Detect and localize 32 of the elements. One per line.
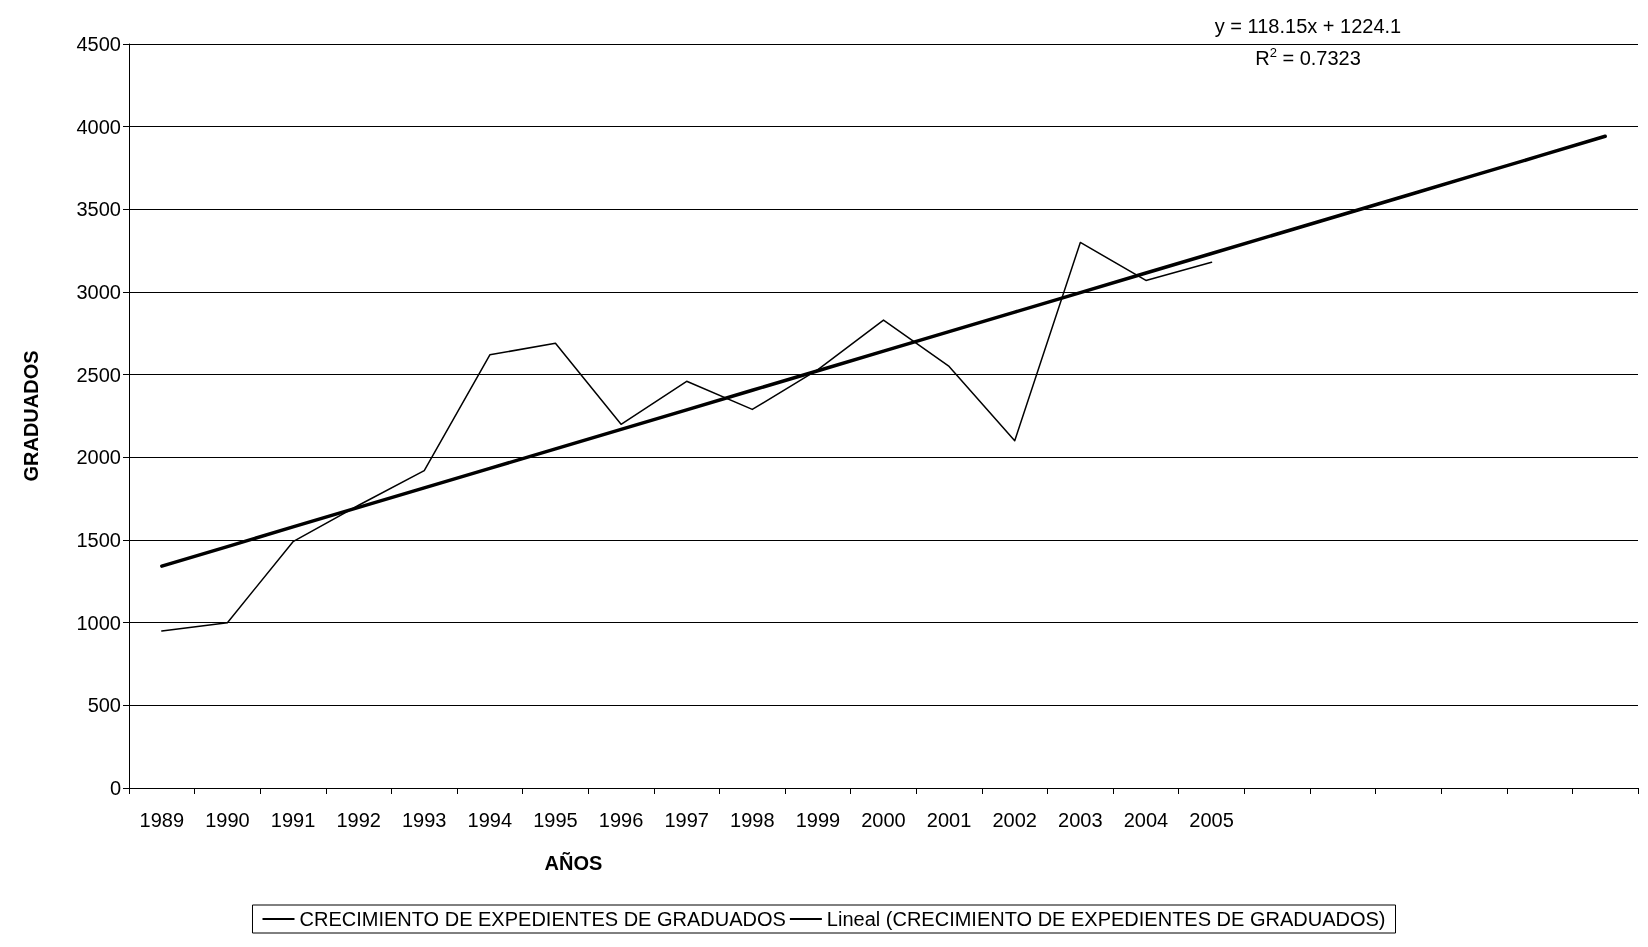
x-tick-label: 1991 [270, 809, 316, 831]
x-tick-label: 1989 [139, 809, 185, 831]
text: y = 118.15x + 1224.1 [1214, 15, 1402, 37]
y-axis-title: GRADUADOS [20, 350, 42, 482]
x-tick-label: 2004 [1123, 809, 1169, 831]
x-tick-label: 1999 [795, 809, 841, 831]
y-tick-label: 1500 [76, 529, 121, 551]
y-tick-label: 2000 [76, 446, 121, 469]
x-tick-label: 2005 [1189, 809, 1234, 831]
x-tick-label: 1990 [205, 809, 250, 831]
y-tick-label: 2500 [76, 363, 121, 386]
x-tick-label: 1997 [664, 809, 709, 831]
y-tick-label: 0 [109, 777, 121, 799]
x-tick-label: 2002 [992, 809, 1037, 831]
y-tick-label: 4500 [76, 33, 121, 55]
y-tick-label: 3500 [76, 198, 121, 221]
y-tick-label: 3000 [76, 281, 121, 303]
x-tick-label: 1994 [467, 809, 513, 831]
x-tick-label: 2000 [861, 809, 906, 831]
x-axis-title: AÑOS [544, 852, 603, 874]
x-tick-label: 1998 [730, 809, 775, 831]
y-tick-label: 500 [87, 694, 121, 717]
y-tick-label: 4000 [76, 115, 121, 138]
legend-label: CRECIMIENTO DE EXPEDIENTES DE GRADUADOS [299, 908, 786, 930]
x-tick-label: 2003 [1058, 809, 1103, 831]
x-tick-label: 1996 [598, 809, 644, 831]
y-tick-label: 1000 [76, 611, 121, 634]
x-tick-label: 2001 [926, 809, 972, 831]
x-tick-label: 1993 [401, 809, 447, 831]
x-tick-label: 1992 [336, 809, 381, 831]
legend-label: Lineal (CRECIMIENTO DE EXPEDIENTES DE GRADUADOS) [826, 908, 1386, 930]
x-tick-label: 1995 [533, 809, 578, 831]
